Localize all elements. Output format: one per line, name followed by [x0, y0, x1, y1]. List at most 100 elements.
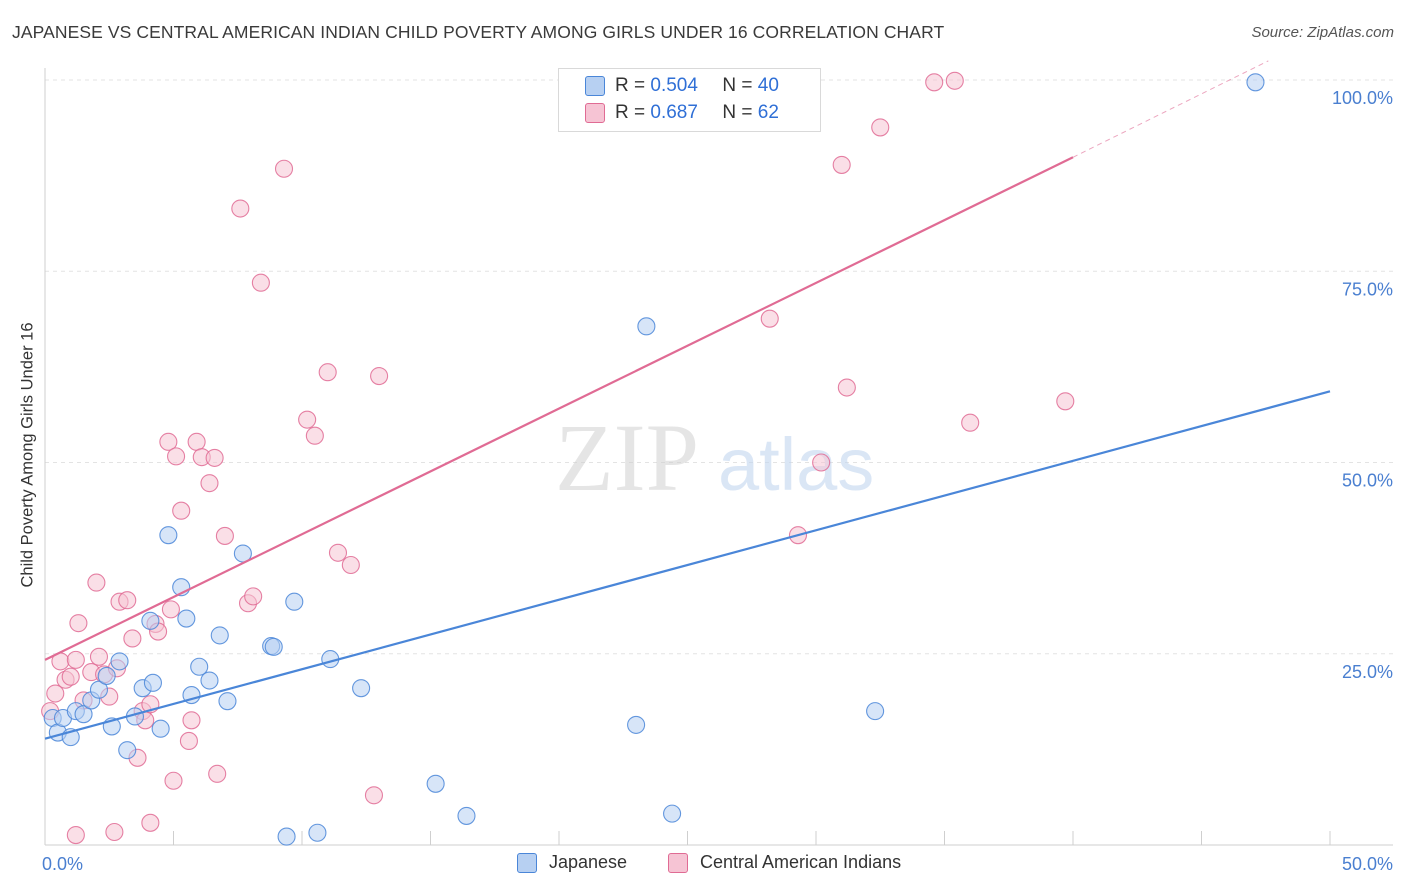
point-japanese-15 [141, 611, 160, 630]
point-central-american-indians-35 [215, 526, 234, 545]
point-central-american-indians-42 [305, 426, 324, 445]
point-central-american-indians-39 [251, 273, 270, 292]
point-central-american-indians-49 [760, 309, 779, 328]
point-central-american-indians-27 [172, 501, 191, 520]
point-japanese-21 [190, 657, 209, 676]
point-central-american-indians-16 [123, 629, 142, 648]
point-central-american-indians-40 [274, 159, 294, 178]
point-central-american-indians-55 [925, 73, 944, 92]
point-central-american-indians-41 [298, 410, 317, 429]
point-central-american-indians-56 [945, 71, 964, 90]
watermark: ZIP atlas [555, 404, 874, 511]
legend-row-central-american-indians: R = 0.687 N = 62 [585, 101, 779, 125]
point-central-american-indians-4 [61, 667, 80, 686]
point-central-american-indians-43 [318, 363, 337, 382]
legend-r-value-central-american-indians: 0.687 [650, 102, 698, 123]
watermark-atlas: atlas [718, 423, 874, 506]
point-central-american-indians-57 [961, 413, 980, 432]
series-legend-swatch-japanese [517, 852, 537, 873]
y-tick-label-25: 25.0% [1342, 662, 1393, 682]
point-central-american-indians-54 [871, 118, 890, 137]
point-japanese-10 [110, 652, 129, 671]
point-central-american-indians-44 [328, 543, 348, 562]
point-japanese-28 [285, 592, 304, 611]
legend-swatch-central-american-indians [585, 103, 605, 123]
legend-row-japanese: R = 0.504 N = 40 [585, 74, 779, 98]
point-central-american-indians-60 [66, 826, 85, 845]
point-central-american-indians-61 [141, 813, 160, 832]
point-japanese-11 [118, 741, 137, 760]
chart-title: JAPANESE VS CENTRAL AMERICAN INDIAN CHIL… [12, 22, 945, 42]
point-japanese-5 [74, 705, 93, 724]
x-tick-label-min: 0.0% [42, 854, 83, 874]
point-japanese-36 [277, 827, 296, 846]
trend-lines [44, 60, 1331, 740]
point-japanese-32 [457, 806, 476, 825]
y-tick-label-100: 100.0% [1332, 88, 1393, 108]
watermark-zip: ZIP [555, 404, 699, 511]
point-japanese-31 [426, 774, 445, 793]
legend-n-value-central-american-indians: 62 [757, 102, 779, 123]
legend-r-value-japanese: 0.504 [650, 75, 698, 96]
point-central-american-indians-32 [200, 474, 219, 493]
series-legend-label-japanese: Japanese [549, 852, 628, 872]
point-central-american-indians-51 [812, 453, 831, 472]
point-japanese-23 [210, 626, 229, 645]
y-tick-label-50: 50.0% [1342, 471, 1393, 491]
trend-extension-central-american-indians [1072, 60, 1269, 158]
point-japanese-39 [1246, 73, 1265, 92]
point-central-american-indians-46 [364, 786, 384, 805]
correlation-legend: R = 0.504 N = 40 R = 0.687 N = 62 [558, 68, 821, 132]
point-central-american-indians-53 [837, 378, 856, 397]
source-credit: Source: ZipAtlas.com [1251, 24, 1394, 41]
x-tick-label-max: 50.0% [1342, 854, 1393, 874]
point-central-american-indians-45 [341, 555, 360, 575]
point-central-american-indians-15 [118, 591, 137, 610]
series-legend-swatch-central-american-indians [668, 852, 688, 873]
series-legend: Japanese Central American Indians [0, 852, 1406, 878]
grid-lines [45, 79, 1393, 655]
y-tick-label-75: 75.0% [1342, 279, 1393, 299]
point-central-american-indians-25 [167, 447, 186, 466]
point-japanese-14 [143, 673, 162, 692]
legend-n-label: N = [722, 75, 753, 96]
legend-r-label: R = [615, 102, 646, 123]
point-japanese-22 [200, 671, 219, 690]
trend-line-central-american-indians [44, 156, 1074, 661]
point-central-american-indians-33 [205, 448, 224, 467]
series-legend-central-american-indians[interactable]: Central American Indians [668, 852, 901, 873]
point-central-american-indians-28 [179, 731, 198, 751]
point-japanese-7 [89, 680, 109, 699]
point-central-american-indians-1 [46, 684, 65, 703]
point-central-american-indians-26 [164, 771, 183, 790]
legend-n-label: N = [722, 102, 753, 123]
point-japanese-24 [218, 692, 237, 711]
point-central-american-indians-30 [187, 432, 206, 451]
series-legend-japanese[interactable]: Japanese [517, 852, 627, 873]
legend-n-value-japanese: 40 [757, 75, 779, 96]
point-japanese-30 [352, 679, 371, 698]
point-central-american-indians-36 [231, 199, 250, 218]
point-central-american-indians-47 [370, 367, 389, 386]
point-japanese-37 [308, 823, 327, 842]
point-central-american-indians-34 [208, 764, 227, 783]
point-central-american-indians-52 [832, 155, 851, 174]
point-central-american-indians-58 [1056, 392, 1075, 411]
point-central-american-indians-9 [87, 573, 106, 592]
series-legend-label-central-american-indians: Central American Indians [700, 852, 902, 872]
series-japanese [43, 73, 1265, 846]
point-central-american-indians-29 [182, 711, 201, 730]
tick-labels: 25.0% 50.0% 75.0% 100.0% 0.0% 50.0% [42, 88, 1393, 874]
point-central-american-indians-24 [161, 600, 180, 619]
point-japanese-33 [627, 715, 646, 734]
point-central-american-indians-59 [105, 822, 124, 842]
trend-line-japanese [44, 390, 1331, 740]
point-central-american-indians-10 [89, 647, 109, 666]
legend-swatch-japanese [585, 76, 605, 96]
point-japanese-34 [663, 804, 682, 823]
point-japanese-8 [97, 666, 116, 685]
point-japanese-27 [264, 637, 283, 656]
legend-r-label: R = [615, 75, 646, 96]
point-central-american-indians-38 [244, 587, 263, 606]
